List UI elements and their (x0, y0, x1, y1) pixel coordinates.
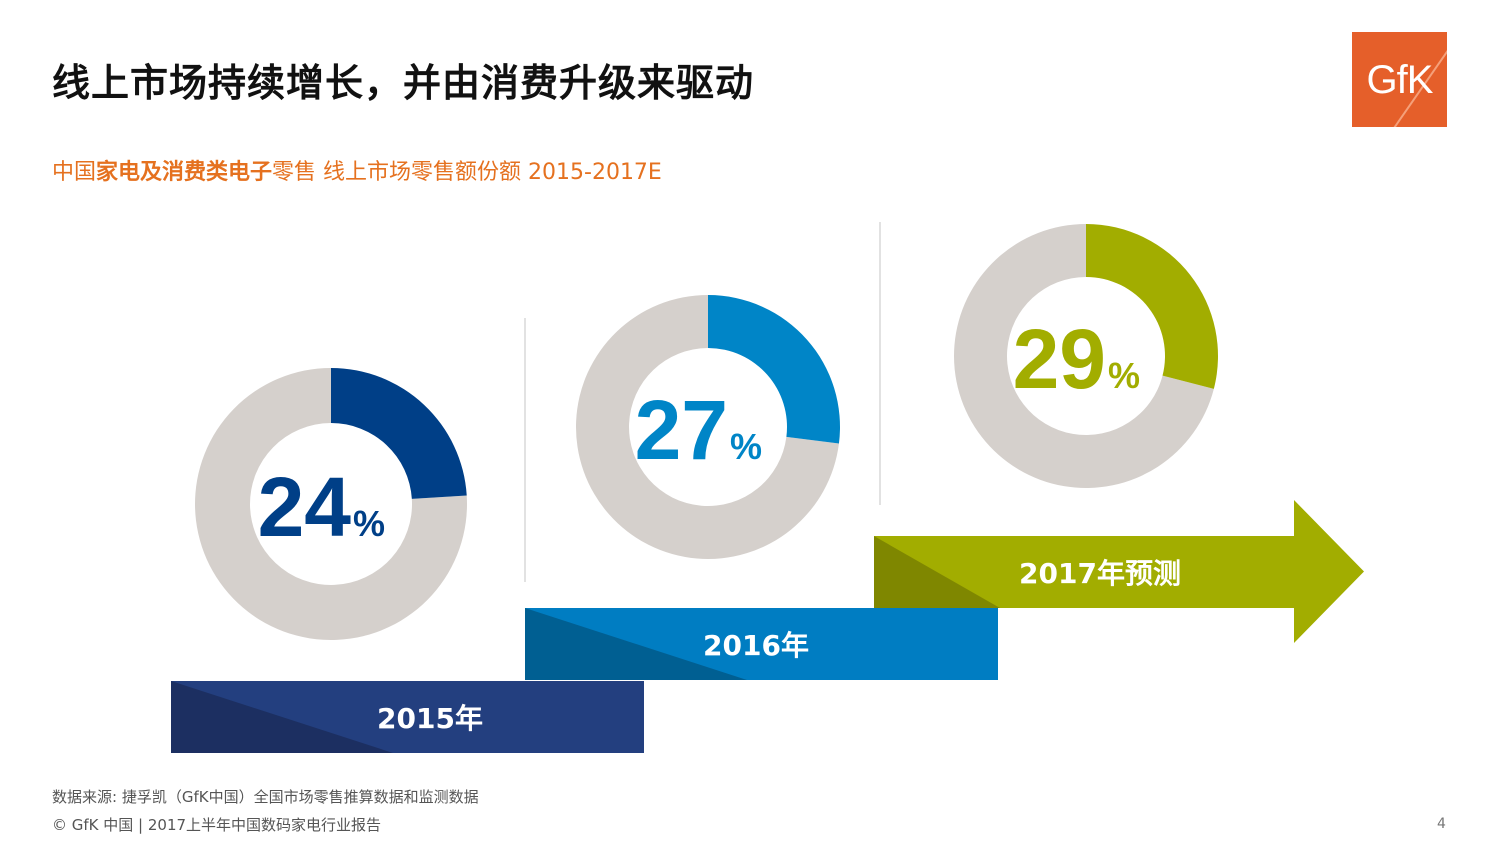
donut-unit-label: % (353, 503, 385, 544)
page-number: 4 (1437, 816, 1446, 832)
page-title: 线上市场持续增长，并由消费升级来驱动 (52, 61, 755, 105)
logo-text: GfK (1366, 58, 1434, 102)
timeline-bar-shade (874, 536, 1000, 608)
chart-subtitle: 中国家电及消费类电子零售 线上市场零售额份额 2015-2017E (52, 154, 662, 186)
timeline-year-label: 2017年预测 (1019, 557, 1181, 590)
donut-value-label: 27 (635, 383, 728, 477)
gfk-logo: GfK (1352, 32, 1447, 127)
timeline-bar-shade (525, 608, 747, 680)
subtitle-bold: 家电及消费类电子 (96, 160, 273, 185)
timeline-bar-shade (171, 681, 393, 753)
donut-remainder (195, 368, 468, 640)
donut-remainder (576, 295, 839, 560)
subtitle-suffix: 零售 线上市场零售额份额 2015-2017E (272, 160, 662, 185)
donut-slice-1 (331, 368, 467, 499)
subtitle-prefix: 中国 (52, 160, 97, 185)
donut-unit-label: % (1108, 355, 1140, 396)
logo-graphic (1393, 50, 1447, 127)
donut-slice-3 (1086, 224, 1219, 389)
donut-value-label: 29 (1013, 312, 1106, 406)
donut-slice-2 (708, 295, 840, 444)
timeline-year-label: 2015年 (377, 702, 483, 735)
donut-remainder (953, 224, 1214, 488)
data-source: 数据来源: 捷孚凯（GfK中国）全国市场零售推算数据和监测数据 (52, 788, 479, 806)
timeline-year-label: 2016年 (703, 629, 809, 662)
copyright: © GfK 中国 | 2017上半年中国数码家电行业报告 (52, 816, 382, 834)
donut-value-label: 24 (258, 460, 352, 554)
donut-unit-label: % (730, 426, 762, 467)
